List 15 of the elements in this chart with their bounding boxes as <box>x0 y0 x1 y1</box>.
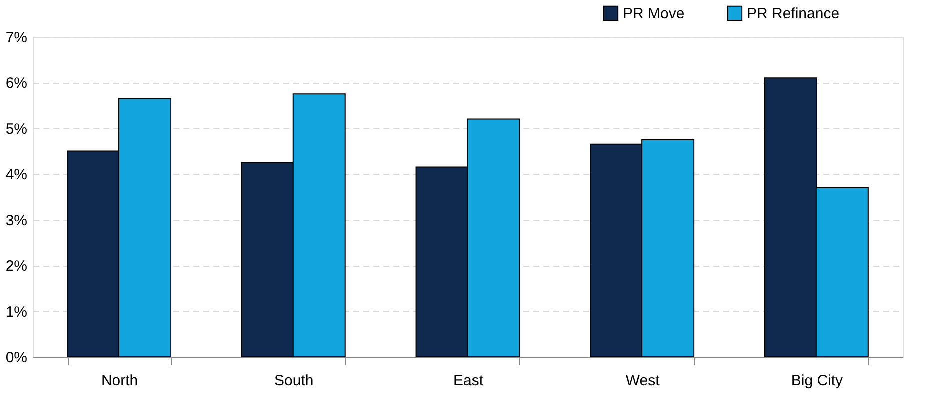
x-tick-label: West <box>626 372 661 390</box>
x-tick-label: Big City <box>791 372 844 390</box>
y-tick-label: 6% <box>6 75 28 92</box>
y-tick-label: 0% <box>6 350 28 366</box>
y-tick-label: 5% <box>6 120 28 138</box>
x-tick-label: South <box>274 372 314 390</box>
x-tick-label: East <box>453 372 484 390</box>
y-tick-label: 7% <box>6 30 28 46</box>
y-tick-label: 1% <box>6 304 28 321</box>
y-tick-label: 3% <box>6 212 28 230</box>
y-tick-label: 2% <box>6 258 28 276</box>
y-tick-label: 4% <box>6 166 28 184</box>
legend-label: PR Refinance <box>747 5 840 22</box>
x-tick-label: North <box>101 372 138 390</box>
legend-label: PR Move <box>623 5 685 22</box>
